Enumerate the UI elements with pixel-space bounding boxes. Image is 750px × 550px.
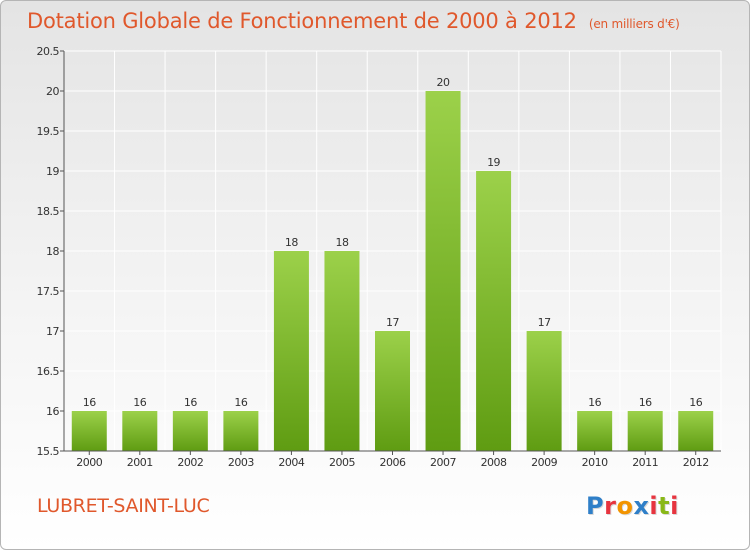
bar-2000 [71,411,107,451]
bar-value-label: 19 [487,156,500,169]
bar-value-label: 16 [588,396,601,409]
bar-2005 [324,251,360,451]
bar-2007 [425,91,461,451]
x-tick-label: 2008 [481,456,507,469]
bar-value-label: 17 [386,316,399,329]
logo-letter: i [670,492,679,520]
bar-2002 [172,411,208,451]
y-tick-label: 15.5 [37,445,60,458]
y-tick-label: 18 [46,245,59,258]
bar-2006 [375,331,410,451]
bar-2011 [627,411,663,451]
bar-value-label: 18 [335,236,348,249]
logo-letter: o [616,492,634,520]
bar-2010 [577,411,613,451]
y-tick-label: 19 [46,165,59,178]
y-tick-label: 19.5 [37,125,60,138]
chart-title: Dotation Globale de Fonctionnement de 20… [27,9,680,33]
bar-2003 [223,411,259,451]
bar-2009 [526,331,562,451]
bar-2012 [678,411,714,451]
commune-name: LUBRET-SAINT-LUC [37,495,210,517]
x-tick-label: 2004 [278,456,304,469]
logo-letter: i [649,492,659,520]
bar-value-label: 16 [234,396,247,409]
bar-value-label: 18 [285,236,298,249]
bar-2004 [273,251,309,451]
x-tick-label: 2005 [329,456,355,469]
y-tick-label: 16 [46,405,59,418]
x-tick-label: 2000 [76,456,102,469]
bar-value-label: 16 [184,396,197,409]
chart-subtitle: (en milliers d'€) [588,17,680,31]
bar-2001 [122,411,158,451]
x-tick-label: 2012 [683,456,709,469]
x-tick-label: 2006 [380,456,406,469]
x-tick-label: 2002 [177,456,203,469]
axes [60,50,721,455]
bar-2008 [476,171,512,451]
bar-value-label: 16 [133,396,146,409]
logo-letter: P [586,492,605,520]
bar-value-label: 20 [437,76,450,89]
labels: 15.5 16 16.5 17 17.5 18 18.5 19 19.5 20 20.5 16 2000… [37,45,710,469]
y-tick-label: 18.5 [37,205,60,218]
y-tick-label: 17.5 [37,285,60,298]
logo-letter: r [604,492,617,520]
x-tick-label: 2010 [582,456,608,469]
y-tick-label: 20 [46,85,59,98]
bar-value-label: 16 [639,396,652,409]
logo-letter: t [658,492,671,520]
x-tick-label: 2001 [127,456,153,469]
bar-value-label: 17 [538,316,551,329]
bar-value-label: 16 [83,396,96,409]
bars [71,91,714,451]
y-tick-label: 20.5 [37,45,60,58]
proxiti-logo: Proxiti [586,492,679,520]
logo-letter: x [633,492,650,520]
x-tick-label: 2009 [531,456,557,469]
x-tick-label: 2007 [430,456,456,469]
bar-value-label: 16 [689,396,702,409]
y-tick-label: 16.5 [37,365,60,378]
x-tick-label: 2011 [632,456,658,469]
y-tick-label: 17 [46,325,59,338]
x-tick-label: 2003 [228,456,254,469]
chart-title-text: Dotation Globale de Fonctionnement de 20… [27,9,577,33]
